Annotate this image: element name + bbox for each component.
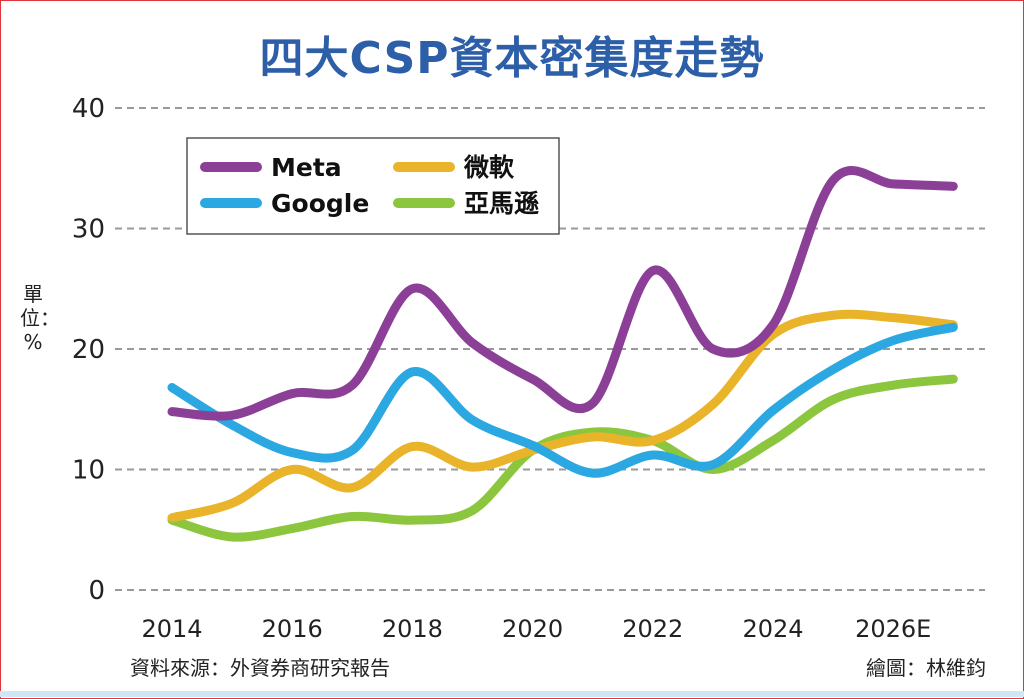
x-tick-label: 2020 xyxy=(502,615,563,643)
x-tick-label: 2026E xyxy=(855,615,931,643)
series-line-0 xyxy=(167,166,958,421)
chart-title: 四大CSP資本密集度走勢 xyxy=(259,33,765,84)
y-tick-label: 10 xyxy=(72,456,105,486)
series-line-1 xyxy=(167,309,958,523)
y-tick-label: 0 xyxy=(88,576,105,606)
legend-label: 亞馬遜 xyxy=(464,189,539,218)
legend-label: 微軟 xyxy=(463,153,515,182)
y-tick-label: 30 xyxy=(72,215,105,245)
credit-note: 繪圖：林維鈞 xyxy=(866,656,986,680)
y-tick-label: 40 xyxy=(72,94,105,124)
x-tick-label: 2016 xyxy=(262,615,323,643)
legend-label: Google xyxy=(271,189,369,218)
series-line-3 xyxy=(167,374,958,542)
y-tick-label: 20 xyxy=(72,335,105,365)
x-tick-label: 2014 xyxy=(141,615,202,643)
x-tick-label: 2018 xyxy=(382,615,443,643)
bottom-bar xyxy=(0,691,1024,697)
x-tick-label: 2022 xyxy=(622,615,683,643)
x-tick-label: 2024 xyxy=(742,615,803,643)
source-note: 資料來源：外資券商研究報告 xyxy=(130,656,390,680)
series-line-2 xyxy=(167,322,958,478)
legend-label: Meta xyxy=(271,153,342,182)
legend-box xyxy=(186,137,560,235)
